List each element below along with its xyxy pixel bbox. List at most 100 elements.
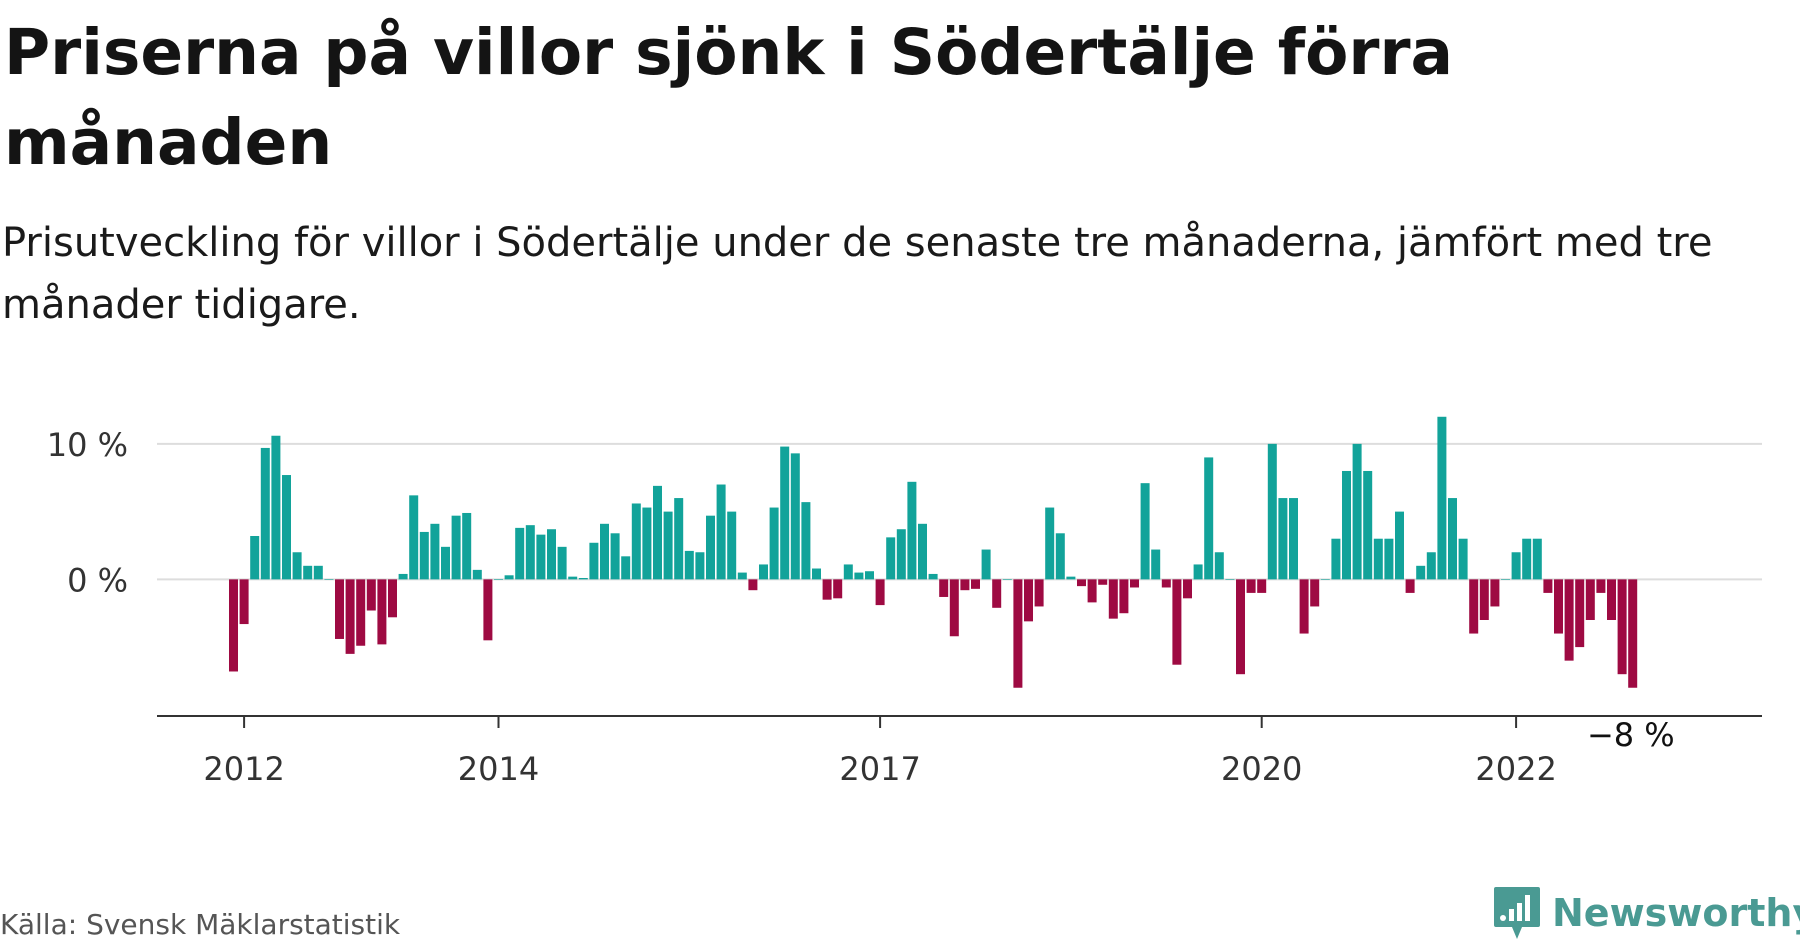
source-note: Källa: Svensk Mäklarstatistik xyxy=(0,908,401,941)
bar xyxy=(451,515,461,580)
bar xyxy=(1236,579,1245,675)
bar xyxy=(409,495,419,580)
x-tick-label: 2022 xyxy=(1475,750,1556,788)
bar xyxy=(1384,538,1394,580)
bar xyxy=(1002,579,1012,580)
x-axis xyxy=(157,715,1762,728)
bar xyxy=(282,475,291,580)
bar xyxy=(981,549,991,580)
bar xyxy=(589,542,599,580)
bar xyxy=(303,565,313,580)
bar xyxy=(1448,498,1457,580)
grid-lines xyxy=(157,442,1762,581)
bar xyxy=(1352,443,1362,580)
chart-title: Priserna på villor sjönk i Södertälje fö… xyxy=(4,16,1454,179)
bar xyxy=(1077,579,1086,587)
bar xyxy=(1214,552,1224,580)
bar xyxy=(1246,579,1256,593)
bar xyxy=(843,564,853,580)
bar xyxy=(419,531,429,580)
bar xyxy=(801,502,811,580)
bar xyxy=(1511,552,1521,580)
bar xyxy=(812,568,821,580)
bar xyxy=(1267,443,1277,580)
bar xyxy=(1585,579,1595,620)
bar xyxy=(313,565,323,580)
bar xyxy=(918,523,927,580)
bar xyxy=(1501,579,1510,580)
bar xyxy=(536,534,546,580)
x-tick-label: 2012 xyxy=(203,750,284,788)
bar xyxy=(780,446,790,580)
bar xyxy=(578,578,588,580)
bar xyxy=(271,435,281,580)
bar xyxy=(229,579,238,672)
bar xyxy=(1607,579,1616,620)
bar xyxy=(1204,457,1214,580)
bar xyxy=(642,507,652,580)
bar xyxy=(430,523,440,580)
y-tick-label: 10 % xyxy=(47,426,128,464)
bar xyxy=(1554,579,1563,634)
bar xyxy=(1108,579,1118,619)
bar xyxy=(663,511,673,580)
bar xyxy=(292,552,302,580)
bar xyxy=(1395,511,1404,580)
bar xyxy=(1564,579,1574,661)
bar xyxy=(260,447,270,580)
bar xyxy=(472,569,482,580)
bar xyxy=(769,507,779,580)
bar xyxy=(1490,579,1500,607)
bar xyxy=(250,536,260,580)
bar xyxy=(1024,579,1033,622)
bar xyxy=(388,579,397,618)
bar xyxy=(1140,483,1150,580)
bar xyxy=(1543,579,1553,593)
bar xyxy=(790,453,800,580)
bar xyxy=(1289,498,1298,580)
bar xyxy=(1373,538,1383,580)
bar xyxy=(1426,552,1436,580)
bar xyxy=(324,579,334,580)
bar xyxy=(1458,538,1468,580)
bar xyxy=(483,579,493,641)
bar xyxy=(1617,579,1627,675)
bar xyxy=(1119,579,1129,614)
bar xyxy=(854,572,864,580)
x-tick-label: 2020 xyxy=(1221,750,1302,788)
bar xyxy=(822,579,832,600)
newsworthy-logo: Newsworthy xyxy=(1492,885,1800,941)
bar xyxy=(1479,579,1489,620)
bar xyxy=(356,579,366,646)
bar xyxy=(1087,579,1097,603)
brand-name: Newsworthy xyxy=(1552,891,1800,935)
bar xyxy=(1469,579,1479,634)
bar xyxy=(1299,579,1309,634)
bar xyxy=(504,575,514,580)
bar xyxy=(939,579,949,597)
bar xyxy=(631,503,641,580)
bar xyxy=(833,579,843,599)
bar xyxy=(557,546,567,580)
bar xyxy=(1437,416,1447,580)
bar xyxy=(960,579,970,591)
bar xyxy=(1161,579,1171,588)
bar xyxy=(865,571,874,580)
bar xyxy=(695,552,705,580)
bar xyxy=(1013,579,1023,688)
bar xyxy=(441,546,450,580)
bar-chart: 0 % 10 % 2012 2014 2017 2020 2022 −8 % xyxy=(47,416,1762,788)
bar xyxy=(1055,533,1065,580)
bar xyxy=(1532,538,1542,580)
bar xyxy=(335,579,344,639)
bar xyxy=(1310,579,1320,607)
bar xyxy=(600,523,609,580)
bar xyxy=(949,579,959,637)
bar xyxy=(1193,564,1203,580)
bar xyxy=(1331,538,1341,580)
bar xyxy=(706,515,715,580)
bar xyxy=(875,579,885,606)
bar xyxy=(1045,507,1055,580)
bar xyxy=(727,511,737,580)
chart-subtitle: Prisutveckling för villor i Södertälje u… xyxy=(2,220,1713,328)
